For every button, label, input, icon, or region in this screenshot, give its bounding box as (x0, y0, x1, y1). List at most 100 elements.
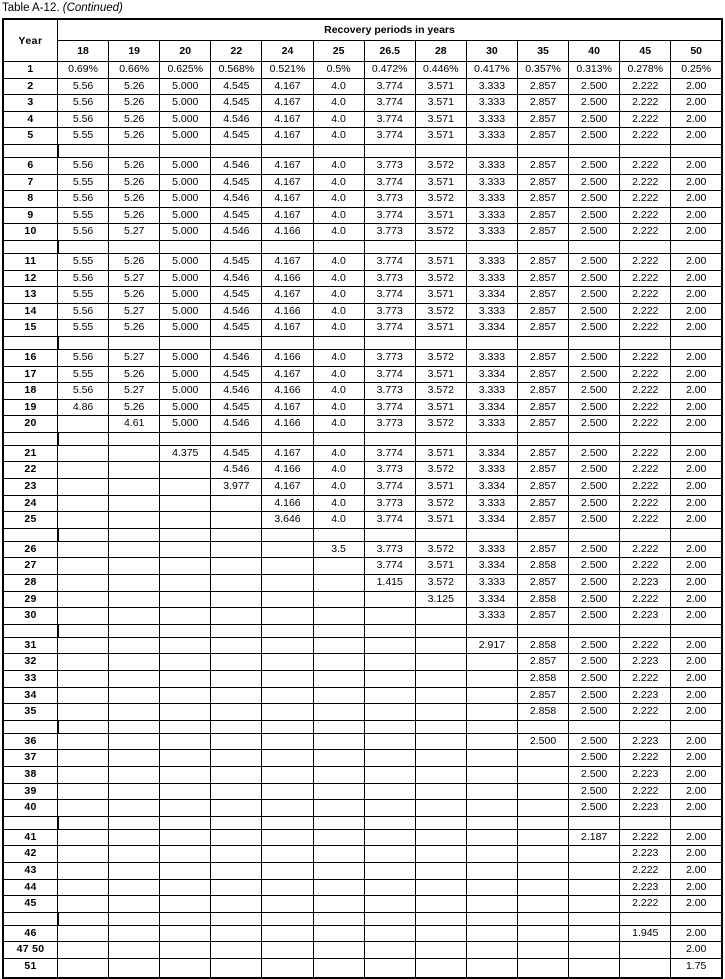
spacer-cell (465, 816, 518, 830)
rate-cell: 2.857 (516, 223, 570, 241)
rate-cell (363, 590, 416, 609)
rate-cell: 3.572 (414, 223, 467, 241)
rate-cell (210, 703, 263, 721)
spacer-cell (568, 912, 621, 926)
year-cell: 26 (2, 540, 58, 559)
table-row: 31 2.917 2.858 2.500 2.222 2.00 (2, 636, 723, 655)
rate-cell: 2.857 (516, 348, 570, 367)
period-column-header-26-5: 26.5 (363, 40, 416, 62)
rate-cell: 3.334 (465, 398, 518, 417)
rate-cell: 2.00 (670, 156, 723, 175)
rate-cell: 2.500 (568, 444, 621, 463)
rate-cell (261, 670, 314, 688)
rate-cell: 3.571 (414, 206, 467, 225)
spacer-cell (568, 720, 621, 734)
rate-cell: 2.00 (670, 382, 723, 400)
rate-cell: 2.222 (619, 861, 672, 880)
period-column-header-40: 40 (568, 40, 621, 62)
spacer-cell (261, 528, 314, 542)
rate-cell: 2.00 (670, 670, 723, 688)
rate-cell (108, 557, 161, 576)
year-cell: 10 (2, 223, 58, 241)
rate-cell: 3.773 (363, 348, 416, 367)
table-row: 34 2.857 2.500 2.223 2.00 (2, 686, 723, 705)
spacer-cell (56, 432, 110, 446)
year-cell: 9 (2, 206, 58, 225)
year-cell: 18 (2, 382, 58, 400)
rate-cell: 2.500 (568, 348, 621, 367)
spacer-cell (619, 528, 672, 542)
rate-cell: 3.571 (414, 398, 467, 417)
rate-cell (56, 845, 110, 863)
rate-cell (159, 799, 212, 817)
rate-cell: 2.500 (568, 269, 621, 288)
rate-cell: 2.00 (670, 861, 723, 880)
spacer-cell (568, 336, 621, 350)
rate-cell: 2.222 (619, 494, 672, 513)
rate-cell: 4.546 (210, 223, 263, 241)
rate-cell: 2.857 (516, 398, 570, 417)
rate-cell: 4.166 (261, 494, 314, 513)
spacer-cell (56, 528, 110, 542)
spacer-cell (465, 528, 518, 542)
spacer-year-cell (2, 720, 59, 734)
rate-cell: 2.858 (516, 636, 570, 655)
rate-cell: 4.546 (210, 461, 263, 480)
rate-cell: 4.0 (312, 127, 365, 145)
rate-cell: 5.26 (108, 398, 161, 417)
rate-cell: 2.00 (670, 398, 723, 417)
rate-cell (312, 749, 365, 767)
rate-cell (465, 703, 518, 721)
rate-cell: 4.375 (159, 444, 212, 463)
rate-cell (312, 607, 365, 625)
rate-cell: 2.00 (670, 286, 723, 304)
table-row: 47 50 2.00 (2, 941, 723, 959)
year-cell: 45 (2, 895, 58, 913)
spacer-cell (108, 528, 161, 542)
rate-cell: 2.00 (670, 590, 723, 609)
spacer-cell (108, 624, 161, 638)
spacer-cell (56, 336, 110, 350)
rate-cell: 2.858 (516, 703, 570, 721)
rate-cell: 2.00 (670, 895, 723, 913)
rate-cell: 2.857 (516, 94, 570, 112)
rate-cell (56, 557, 110, 576)
period-column-header-24: 24 (261, 40, 314, 62)
rate-cell: 4.61 (108, 415, 161, 433)
rate-cell: 5.27 (108, 348, 161, 367)
spacer-cell (465, 720, 518, 734)
rate-cell: 2.00 (670, 924, 723, 943)
rate-cell: 3.572 (414, 156, 467, 175)
rate-cell (56, 957, 110, 979)
rate-cell: 5.55 (56, 252, 110, 271)
spacer-cell (159, 528, 212, 542)
rate-cell (159, 732, 212, 751)
period-column-header-22: 22 (210, 40, 263, 62)
rate-cell: 2.00 (670, 494, 723, 513)
rate-cell: 5.56 (56, 269, 110, 288)
rate-cell: 4.167 (261, 127, 314, 145)
rate-cell: 2.222 (619, 703, 672, 721)
rate-cell (108, 924, 161, 943)
rate-cell (516, 765, 570, 784)
spacer-cell (568, 624, 621, 638)
rate-cell (56, 415, 110, 433)
rate-cell (210, 749, 263, 767)
year-cell: 17 (2, 365, 58, 384)
rate-cell: 4.545 (210, 398, 263, 417)
spacer-cell (312, 240, 365, 254)
rate-cell: 3.334 (465, 365, 518, 384)
rate-cell: 2.500 (516, 732, 570, 751)
rate-cell (312, 941, 365, 959)
rate-cell: 4.167 (261, 478, 314, 496)
rate-cell (414, 686, 467, 705)
rate-cell (108, 732, 161, 751)
rate-cell (414, 653, 467, 671)
rate-cell: 2.500 (568, 173, 621, 192)
rate-cell: 3.774 (363, 252, 416, 271)
rate-cell: 5.26 (108, 190, 161, 208)
rate-cell: 3.773 (363, 190, 416, 208)
rate-cell: 2.222 (619, 348, 672, 367)
rate-cell (261, 765, 314, 784)
table-row: 27 3.774 3.571 3.334 2.858 2.500 2.222 2.00 (2, 557, 723, 576)
